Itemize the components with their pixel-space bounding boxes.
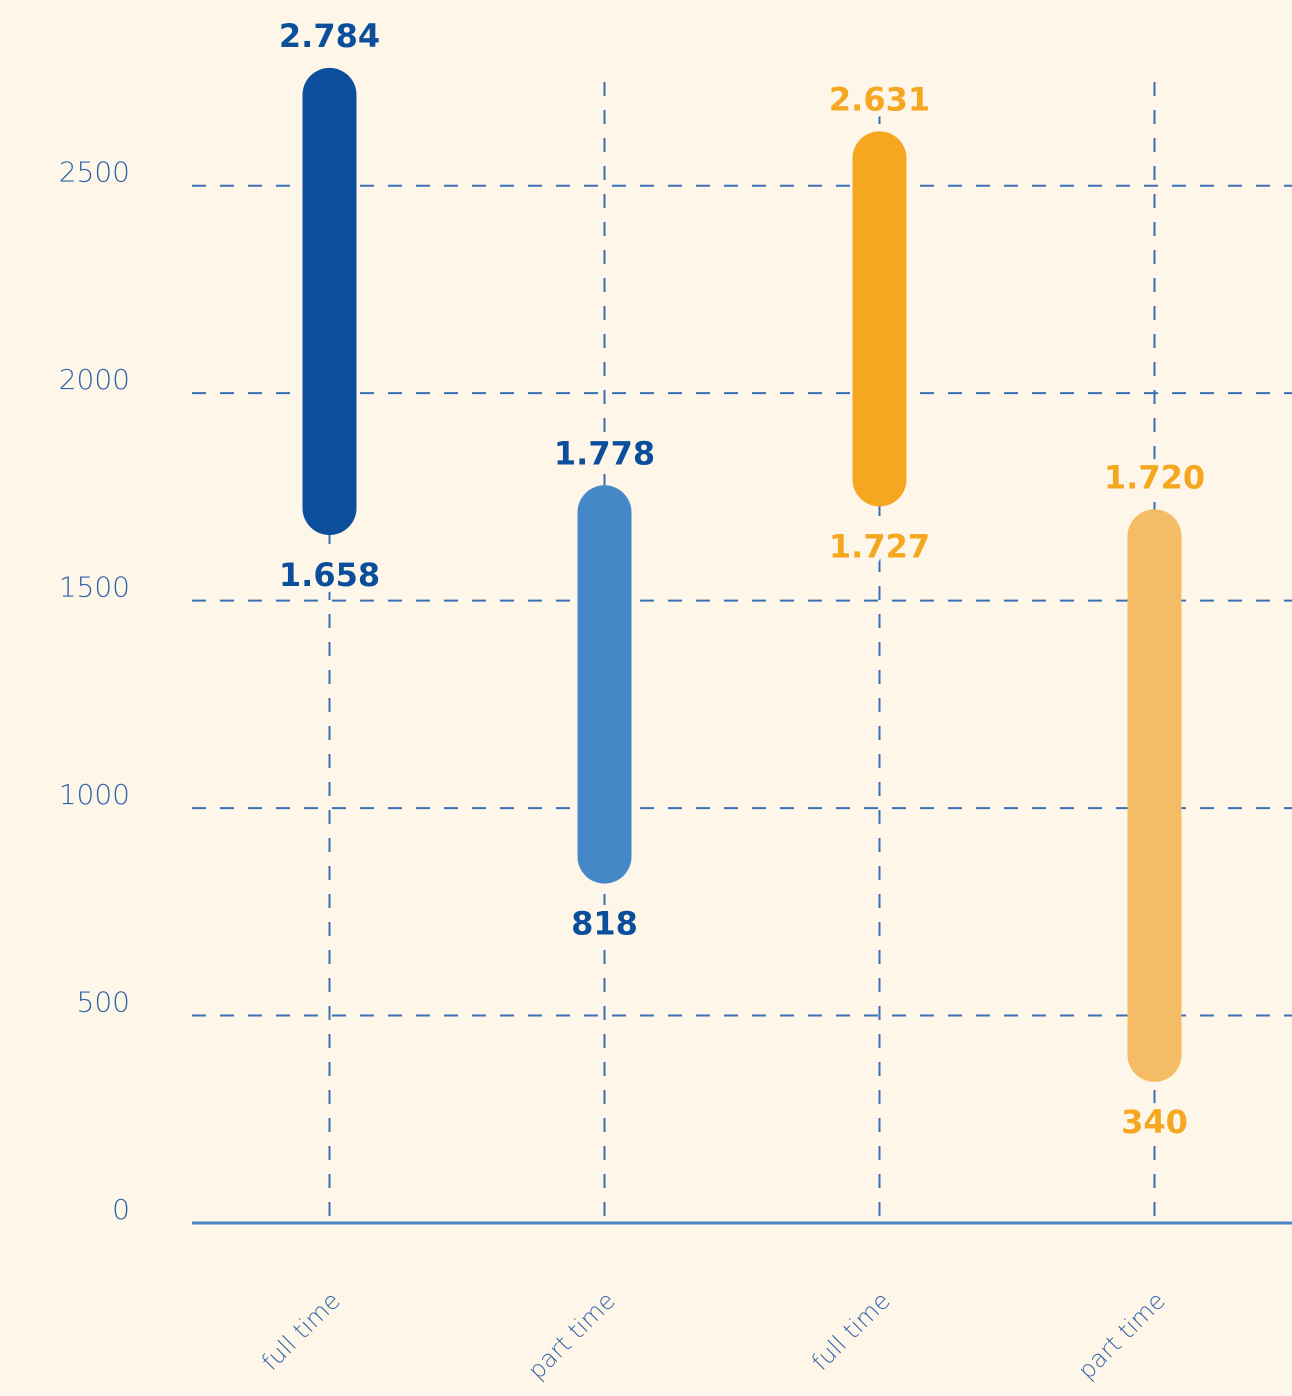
range-bar — [577, 485, 632, 884]
low-label: 340 — [1121, 1103, 1188, 1141]
low-label: 818 — [571, 905, 638, 943]
high-label: 2.784 — [279, 17, 380, 55]
y-tick-label: 500 — [77, 986, 130, 1019]
y-tick-label: 0 — [112, 1193, 130, 1226]
x-tick-label: part time — [1072, 1286, 1170, 1384]
low-label: 1.658 — [279, 556, 380, 594]
high-label: 2.631 — [829, 80, 930, 118]
y-tick-label: 2500 — [59, 156, 130, 189]
high-label: 1.720 — [1104, 458, 1205, 496]
y-tick-label: 2000 — [59, 363, 130, 396]
x-tick-label: full time — [806, 1286, 896, 1376]
y-tick-label: 1500 — [59, 571, 130, 604]
high-label: 1.778 — [554, 434, 655, 472]
range-bar — [852, 131, 907, 507]
y-tick-label: 1000 — [59, 778, 130, 811]
x-tick-label: full time — [256, 1286, 346, 1376]
x-tick-label: part time — [522, 1286, 620, 1384]
low-label: 1.727 — [829, 527, 930, 565]
range-bar — [1127, 509, 1182, 1082]
range-bar — [302, 67, 357, 536]
